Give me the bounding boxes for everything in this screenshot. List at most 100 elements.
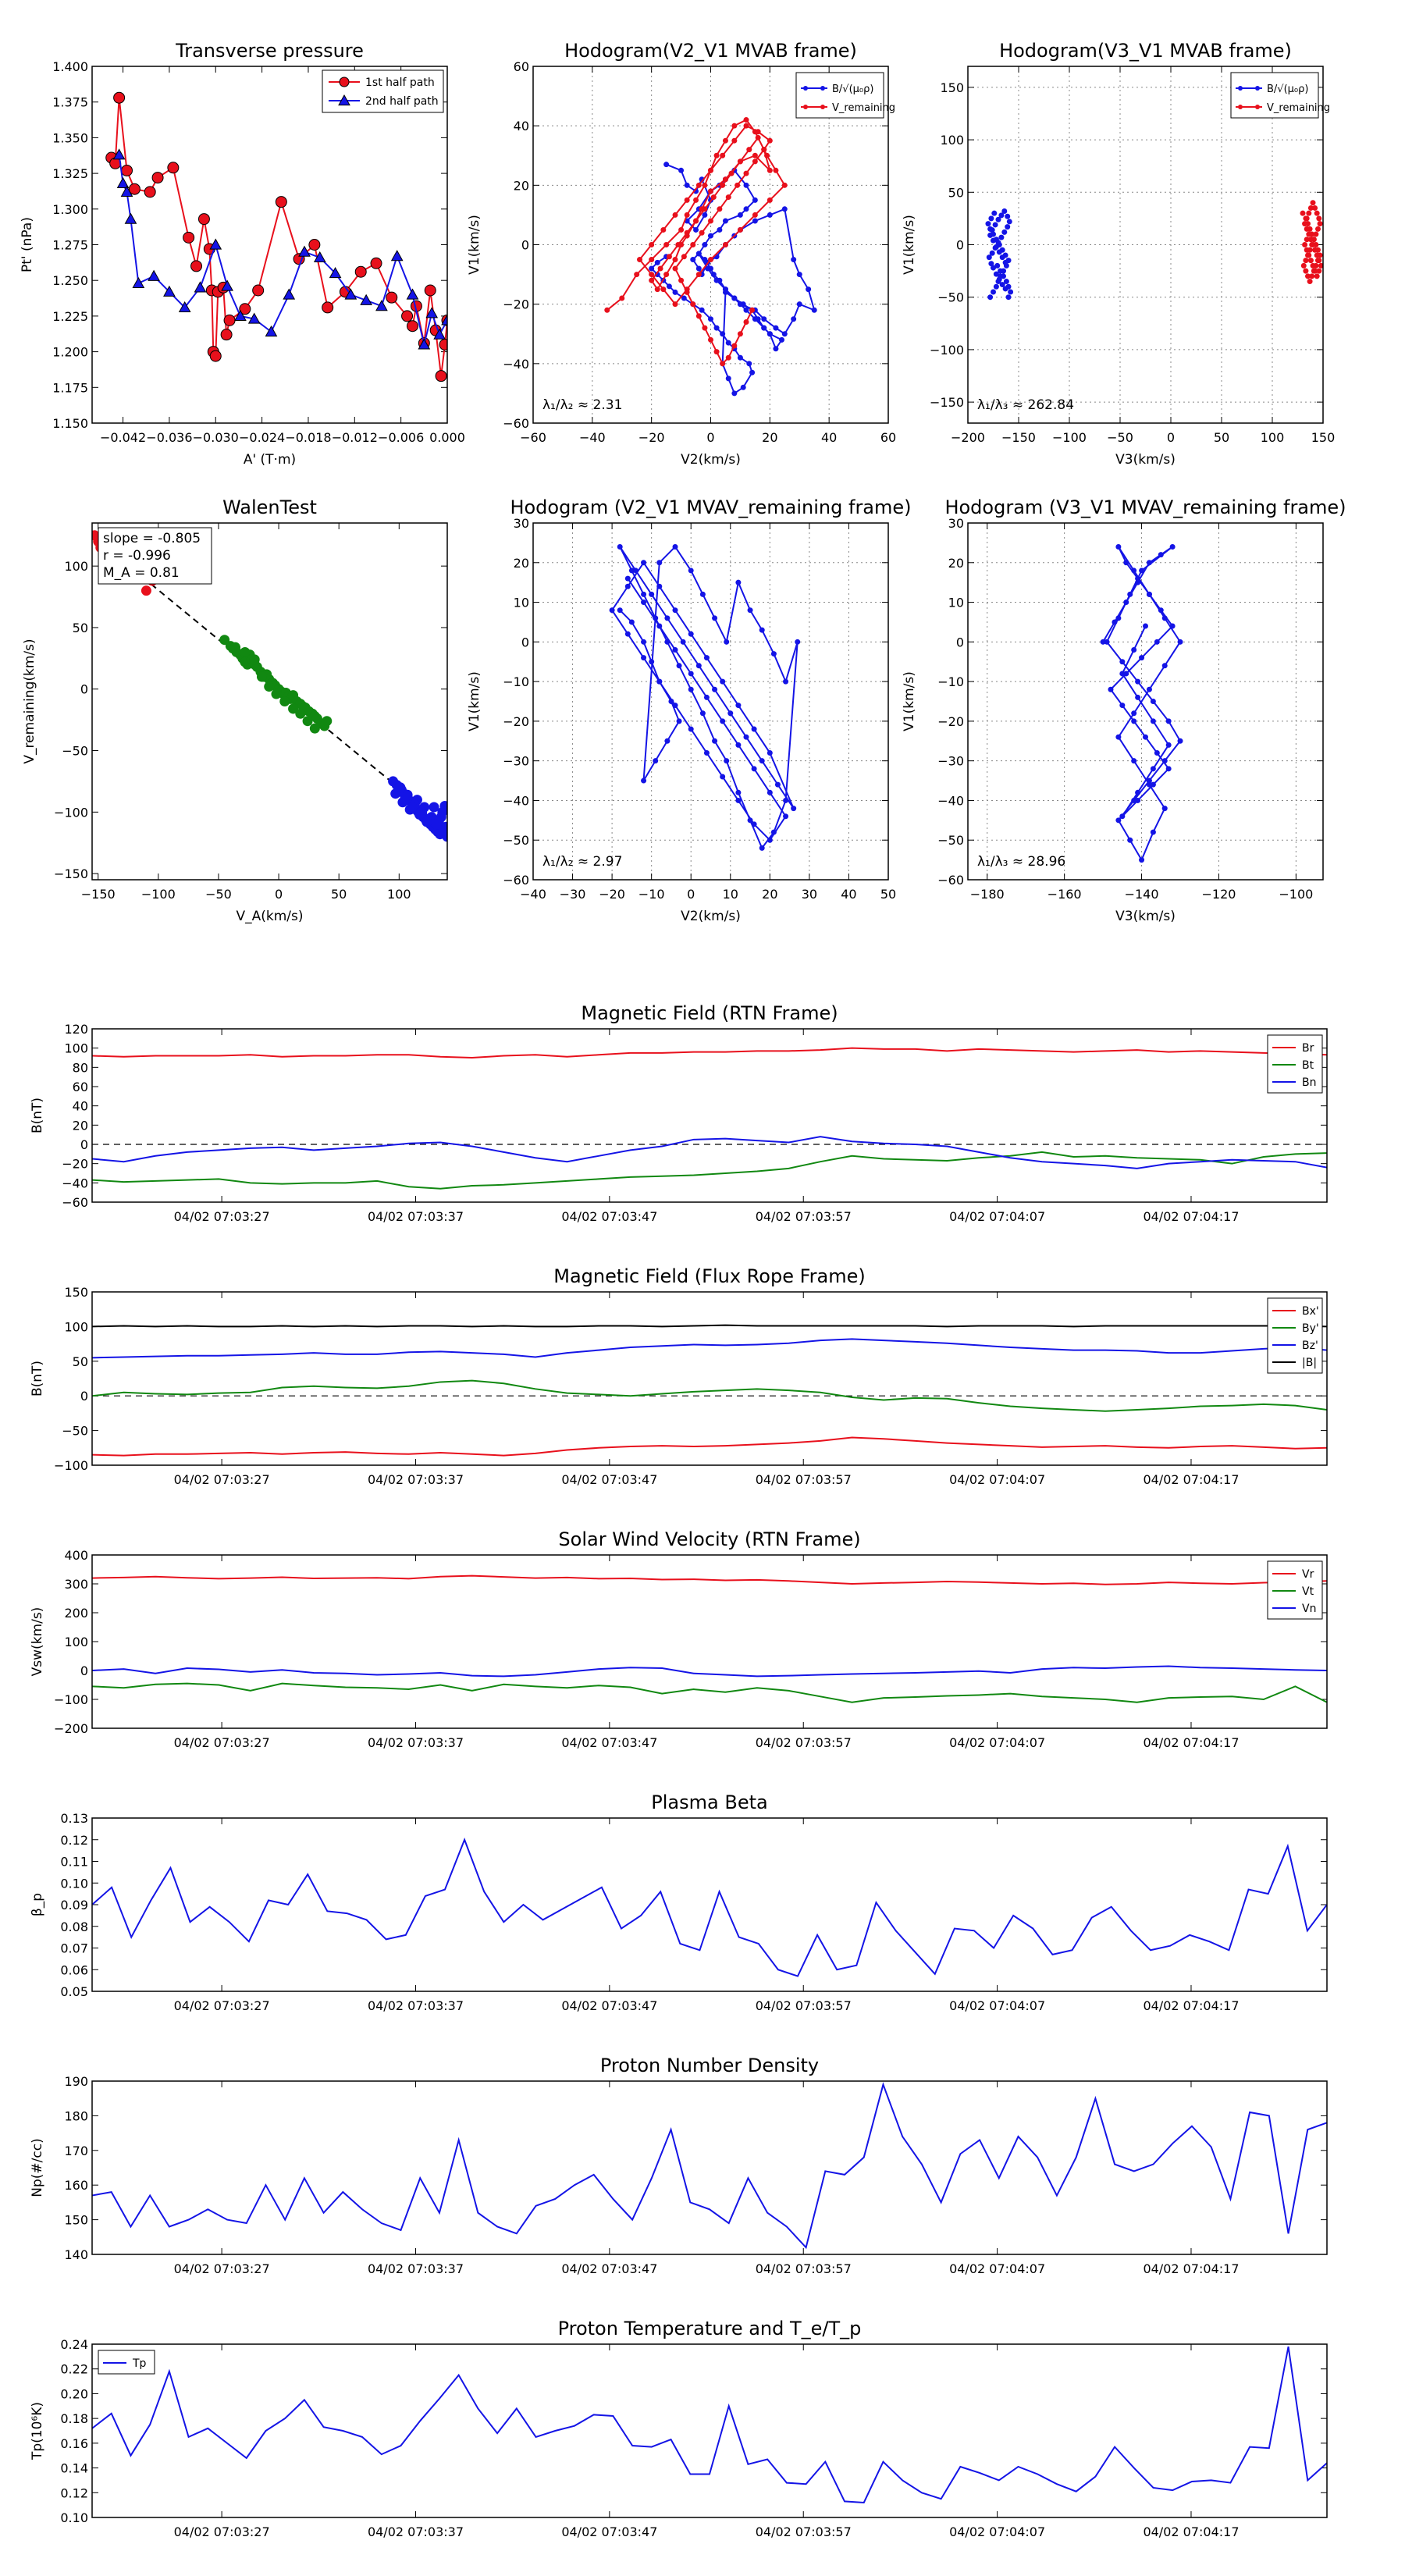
hg2-point	[1300, 262, 1307, 269]
tp-point-1st	[424, 284, 436, 297]
hg3-point	[680, 639, 686, 645]
tp-point-1st	[223, 314, 236, 326]
hg1-point	[678, 277, 685, 283]
hg1-point	[672, 212, 678, 218]
tp-point-1st	[354, 265, 367, 278]
hg2-ytick-label: −100	[930, 343, 964, 358]
hg1-point	[708, 167, 713, 173]
vel-ytick-label: 400	[64, 1548, 88, 1563]
hg3-point	[641, 600, 647, 606]
hg1-point	[717, 226, 723, 233]
mag-title: Magnetic Field (RTN Frame)	[581, 1002, 838, 1024]
hg1-point	[735, 182, 741, 188]
tp-ytick-label: 1.400	[52, 59, 88, 74]
tp-title: Transverse pressure	[175, 40, 364, 62]
hg4-point	[1165, 742, 1172, 748]
hg3-point	[688, 631, 694, 637]
walen-ytick-label: −100	[54, 805, 88, 820]
hg3-point	[767, 789, 773, 795]
hg3-point	[759, 845, 765, 851]
hg1-point	[693, 218, 699, 224]
tp-series-line	[110, 98, 447, 376]
hg3-ytick-label: −60	[503, 873, 529, 888]
legend-label: Br	[1302, 1042, 1314, 1055]
hg3-ytick-label: 20	[514, 556, 529, 571]
tp-point-2nd	[441, 314, 447, 326]
np-xtick-label: 04/02 07:03:37	[368, 2261, 464, 2276]
hg4-point	[1119, 813, 1126, 820]
hg3-ytick-label: 0	[521, 635, 529, 649]
hg1-point	[752, 158, 758, 165]
hg2-point	[1304, 247, 1310, 253]
hg1-point	[663, 162, 670, 168]
hg4-point	[1161, 758, 1168, 764]
hg2-point	[1316, 258, 1322, 264]
hg3-point	[759, 627, 765, 633]
hg3-point	[649, 659, 655, 665]
hg2-point	[987, 232, 994, 238]
hg3-point	[735, 579, 742, 585]
tpr-xtick-label: 04/02 07:03:57	[756, 2524, 852, 2539]
hg1-point	[737, 212, 743, 218]
tp-point-2nd	[194, 281, 207, 293]
hg1-point	[773, 167, 779, 173]
hg2-point	[996, 249, 1002, 255]
hg2-ylabel: V1(km/s)	[902, 215, 917, 275]
walen-stat: M_A = 0.81	[103, 565, 180, 581]
magfr-series-Bx'	[92, 1436, 1327, 1457]
tp-ytick-label: 1.250	[52, 273, 88, 288]
hg4-ytick-label: −50	[937, 833, 964, 848]
tp-point-1st	[439, 338, 447, 350]
hg4-point	[1119, 671, 1126, 677]
hg1-panel: Hodogram(V2_V1 MVAB frame) −60 −40 −20 0 20 40…	[467, 40, 896, 468]
vel-xtick-label: 04/02 07:03:47	[561, 1735, 657, 1750]
magfr-series-Bz'	[92, 1338, 1327, 1359]
hg2-point	[1006, 219, 1012, 225]
beta-series-beta	[92, 1837, 1327, 1977]
mag-xtick-label: 04/02 07:04:07	[949, 1209, 1045, 1224]
hg4-point	[1131, 568, 1137, 574]
hg1-point	[699, 229, 705, 236]
hg1-point	[743, 182, 749, 188]
hg1-point	[681, 295, 687, 301]
hg2-point	[1303, 268, 1309, 274]
walen-ytick-label: −50	[62, 744, 88, 759]
hg3-xtick-label: 50	[880, 887, 896, 902]
hg4-panel: Hodogram (V3_V1 MVAV_remaining frame) −60…	[902, 496, 1346, 924]
legend-marker	[1255, 86, 1260, 91]
vel-ytick-label: 300	[64, 1577, 88, 1592]
walen-ytick-label: 0	[80, 682, 88, 697]
hg1-point	[695, 265, 702, 272]
hg4-ytick-label: −40	[937, 793, 964, 808]
legend-marker	[820, 86, 825, 91]
hg1-point	[806, 286, 812, 293]
hg1-point	[604, 307, 610, 313]
walen-xtick-label: −100	[141, 887, 176, 902]
tp-point-1st	[275, 196, 287, 208]
legend-marker	[803, 105, 808, 109]
hg3-point	[699, 710, 706, 717]
hg2-point	[1005, 213, 1011, 219]
tp-xtick-label: −0.006	[378, 430, 424, 445]
hg4-point	[1115, 817, 1122, 824]
tp-point-2nd	[148, 269, 160, 281]
hg1-point	[649, 272, 655, 278]
tp-point-1st	[167, 162, 180, 174]
mag-ytick-label: −40	[62, 1176, 88, 1190]
hg2-ytick-label: 50	[948, 185, 964, 200]
hg4-xtick-label: −100	[1279, 887, 1313, 902]
hg2-point	[991, 289, 996, 295]
vel-ytick-label: −100	[54, 1692, 88, 1707]
hg1-ytick-label: 20	[514, 178, 529, 193]
tp-point-2nd	[120, 185, 133, 197]
hg3-point	[656, 560, 663, 566]
walen-point	[140, 585, 151, 596]
hg4-series-line	[1102, 546, 1182, 862]
legend-marker	[1255, 105, 1260, 109]
hg3-point	[672, 607, 678, 614]
hg2-point	[1310, 262, 1316, 269]
hg3-point	[703, 694, 710, 700]
hg1-point	[722, 289, 728, 295]
hg1-point	[708, 188, 713, 194]
walen-stat: r = -0.996	[103, 548, 171, 564]
